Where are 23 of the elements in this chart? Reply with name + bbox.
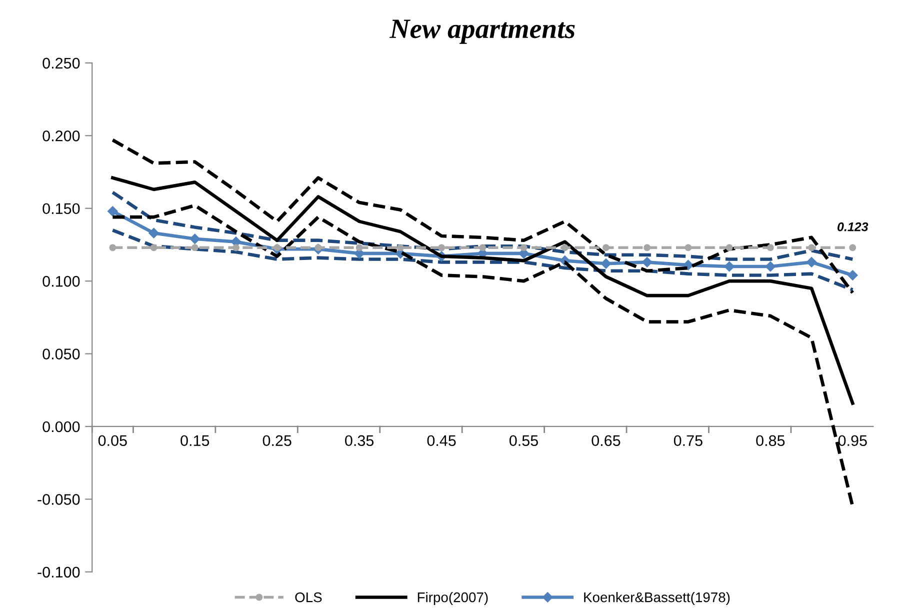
y-tick-label: -0.050	[38, 494, 80, 505]
x-tick-label: 0.45	[427, 435, 456, 446]
chart-title: New apartments	[389, 20, 575, 44]
y-tick-label: 0.000	[42, 421, 80, 432]
x-tick-label: 0.55	[509, 435, 538, 446]
y-tick-label: 0.050	[42, 348, 80, 360]
x-tick-label: 0.15	[180, 435, 210, 446]
legend-label: Koenker&Bassett(1978)	[584, 592, 730, 605]
y-tick-label: -0.100	[38, 566, 80, 578]
x-tick-label: 0.95	[838, 435, 867, 446]
y-tick-label: 0.250	[42, 58, 80, 69]
y-tick-label: 0.100	[42, 276, 80, 287]
y-tick-label: 0.150	[42, 203, 80, 214]
x-tick-label: 0.05	[98, 435, 127, 446]
legend-label: Firpo(2007)	[418, 592, 488, 605]
x-tick-label: 0.85	[756, 435, 785, 446]
x-tick-label: 0.25	[262, 435, 292, 446]
x-tick-label: 0.35	[345, 435, 374, 446]
x-tick-label: 0.65	[592, 435, 620, 446]
legend-label: OLS	[295, 592, 322, 602]
annotation: 0.123	[838, 222, 868, 232]
x-tick-label: 0.75	[674, 435, 702, 446]
y-tick-label: 0.200	[42, 130, 80, 142]
